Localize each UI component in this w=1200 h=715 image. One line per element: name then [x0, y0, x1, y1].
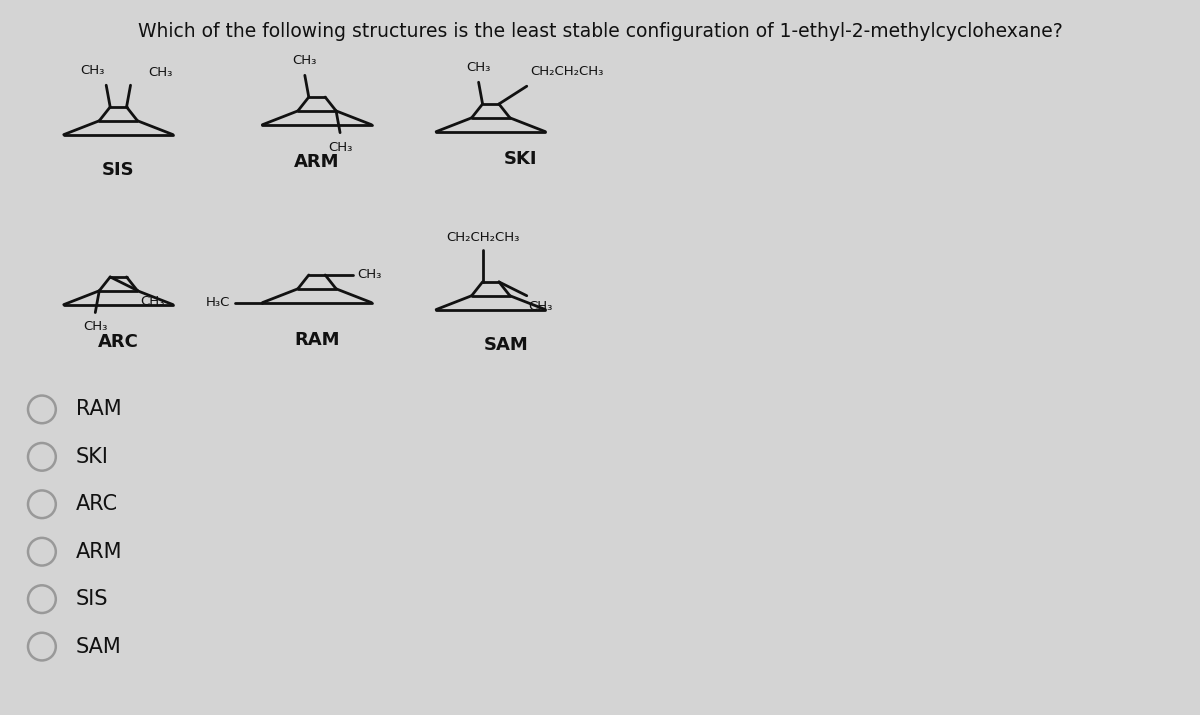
Text: SAM: SAM [484, 336, 528, 354]
Text: CH₃: CH₃ [80, 64, 104, 77]
Text: ARC: ARC [76, 494, 118, 514]
Text: CH₃: CH₃ [356, 268, 382, 282]
Text: SAM: SAM [76, 636, 121, 656]
Text: RAM: RAM [294, 331, 340, 349]
Text: ARM: ARM [294, 153, 340, 172]
Text: CH₃: CH₃ [328, 141, 353, 154]
Text: CH₃: CH₃ [140, 295, 164, 307]
Text: SIS: SIS [102, 161, 134, 179]
Text: CH₂CH₂CH₃: CH₂CH₂CH₃ [446, 232, 520, 245]
Text: CH₃: CH₃ [149, 66, 173, 79]
Text: ARC: ARC [98, 333, 139, 351]
Text: ARM: ARM [76, 542, 122, 562]
Text: SIS: SIS [76, 589, 108, 609]
Text: SKI: SKI [76, 447, 108, 467]
Text: H₃C: H₃C [206, 296, 230, 309]
Text: CH₃: CH₃ [293, 54, 317, 67]
Text: CH₃: CH₃ [83, 320, 108, 333]
Text: CH₂CH₂CH₃: CH₂CH₂CH₃ [530, 65, 604, 79]
Text: CH₃: CH₃ [529, 300, 553, 312]
Text: Which of the following structures is the least stable configuration of 1-ethyl-2: Which of the following structures is the… [138, 22, 1062, 41]
Text: SKI: SKI [504, 150, 538, 168]
Text: RAM: RAM [76, 400, 121, 420]
Text: CH₃: CH₃ [467, 61, 491, 74]
